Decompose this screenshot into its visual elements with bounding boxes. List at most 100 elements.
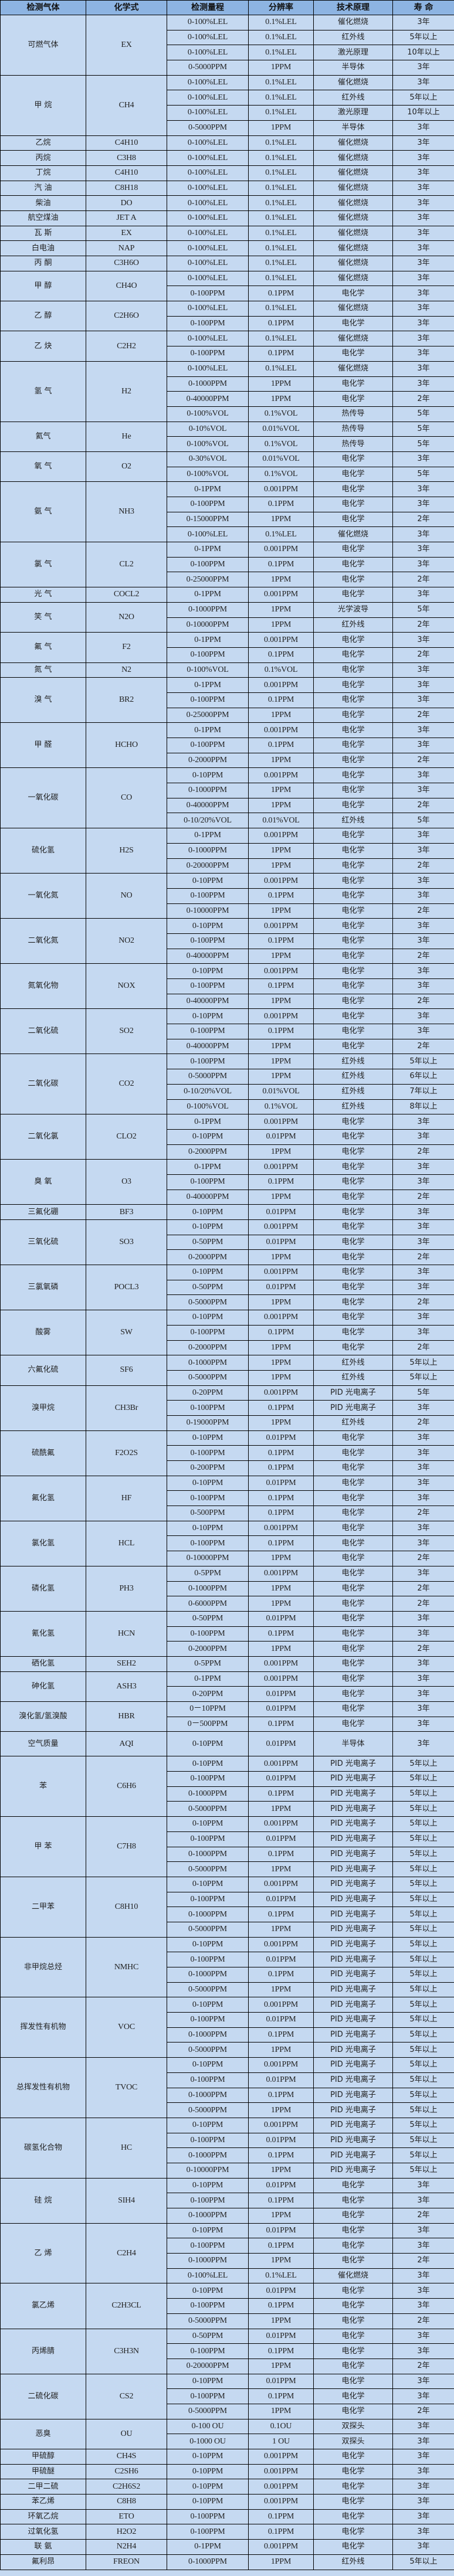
resolution-cell: 1PPM — [248, 903, 314, 919]
life-cell: 3年 — [392, 888, 454, 904]
life-cell: 3年 — [392, 542, 454, 558]
resolution-cell: 0.01PPM — [248, 1610, 314, 1627]
principle-cell: 热传导 — [313, 436, 393, 452]
formula-cell: NOX — [86, 963, 167, 1010]
table-row: 氯 气 CL2 0-1PPM 0.001PPM 电化学 3年 — [0, 542, 454, 588]
range-cell: 0-10PPM — [167, 1936, 249, 1953]
table-row: 0-100PPM 0.01PPM PID 光电离子 5年以上 — [1, 1891, 454, 1908]
life-cell: 3年 — [392, 15, 454, 30]
gas-name-cell: 乙 烯 — [0, 2222, 86, 2284]
range-cell: 0-40000PPM — [167, 1038, 249, 1055]
resolution-cell: 1PPM — [248, 376, 314, 392]
gas-name-cell: 氧 气 — [0, 451, 86, 482]
gas-name-cell: 三氯氧磷 — [0, 1265, 86, 1311]
resolution-cell: 0.1PPM — [248, 2509, 314, 2525]
resolution-cell: 0.1%LEL — [248, 526, 314, 543]
principle-cell: 电化学 — [313, 738, 393, 753]
resolution-cell: 0.1%LEL — [248, 2268, 314, 2284]
resolution-cell: 1PPM — [248, 2102, 314, 2118]
resolution-cell: 0.001PPM — [248, 963, 314, 979]
range-cell: 0-10PPM — [167, 1430, 249, 1446]
resolution-cell: 1PPM — [248, 1801, 314, 1817]
formula-cell: C4H10 — [86, 135, 167, 151]
resolution-cell: 0.001PPM — [248, 1008, 314, 1025]
life-cell: 2年 — [392, 797, 454, 814]
table-row: 0-100PPM 0.01PPM PID 光电离子 5年以上 — [1, 2132, 454, 2149]
range-cell: 0-100PPM — [167, 1535, 249, 1552]
range-cell: 0-6000PPM — [167, 1596, 249, 1612]
gas-name-cell: 汽 油 — [0, 180, 86, 196]
table-row: 氟化氢 HF 0-10PPM 0.01PPM 电化学 3年 — [0, 1475, 454, 1521]
table-row: 0-100PPM 0.1PPM PID 光电离子 3年 — [1, 1400, 454, 1416]
principle-cell: 电化学 — [313, 993, 393, 1010]
gas-name-cell: 三氧化硫 — [0, 1219, 86, 1266]
range-cell: 0-19000PPM — [167, 1415, 249, 1431]
gas-name-cell: 氟利昂 — [0, 2554, 86, 2570]
life-cell: 5年以上 — [392, 1369, 454, 1386]
resolution-cell: 0.1PPM — [248, 2388, 314, 2404]
resolution-cell: 1PPM — [248, 1144, 314, 1160]
table-row: 可燃气体 EX 0-100%LEL 0.1%LEL 催化燃烧 3年 — [0, 15, 454, 76]
resolution-cell: 0.01PPM — [248, 1831, 314, 1847]
range-cell: 0-10PPM — [167, 1731, 249, 1757]
life-cell: 3年 — [392, 135, 454, 151]
life-cell: 2年 — [392, 707, 454, 723]
formula-cell: NMHC — [86, 1936, 167, 1998]
table-row: 0-100%LEL 0.1%LEL 红外线 5年以上 — [1, 90, 454, 106]
range-cell: 0-10PPM — [167, 2283, 249, 2299]
life-cell: 3年 — [392, 1626, 454, 1642]
life-cell: 5年 — [392, 601, 454, 618]
gas-name-cell: 氨 气 — [0, 481, 86, 543]
life-cell: 2年 — [392, 1641, 454, 1657]
principle-cell: 电化学 — [313, 1279, 393, 1296]
formula-cell: SW — [86, 1310, 167, 1356]
formula-cell: N2 — [86, 662, 167, 678]
header-gas: 检测气体 — [0, 0, 86, 15]
gas-name-cell: 氮氧化物 — [0, 963, 86, 1010]
gas-name-cell: 联 氨 — [0, 2539, 86, 2555]
gas-name-cell: 非甲烷总烃 — [0, 1936, 86, 1998]
table-row: 0-100PPM 0.1PPM 电化学 3年 — [1, 556, 454, 573]
gas-name-cell: 可燃气体 — [0, 15, 86, 76]
table-row: 过氧化氢 H2O2 0-100PPM 0.1PPM 电化学 3年 — [0, 2524, 454, 2540]
gas-name-cell: 二甲苯 — [0, 1876, 86, 1938]
range-cell: 0-100%LEL — [167, 180, 249, 196]
life-cell: 3年 — [392, 587, 454, 603]
life-cell: 5年以上 — [392, 1053, 454, 1070]
table-row: 0-40000PPM 1PPM 电化学 2年 — [1, 797, 454, 814]
formula-cell: BF3 — [86, 1204, 167, 1220]
table-row: 0-19000PPM 1PPM 红外线 2年 — [1, 1415, 454, 1431]
formula-cell: HCHO — [86, 722, 167, 769]
life-cell: 3年 — [392, 1008, 454, 1025]
table-row: 氟利昂 FREON 0-1000PPM 1PPM 红外线 5年以上 — [0, 2554, 454, 2570]
table-row: 六氟化硫 SF6 0-1000PPM 1PPM 红外线 5年以上 — [0, 1355, 454, 1386]
principle-cell: 催化燃烧 — [313, 150, 393, 166]
gas-name-cell: 空气质量 — [0, 1731, 86, 1757]
resolution-cell: 1PPM — [248, 2042, 314, 2058]
life-cell: 2年 — [392, 617, 454, 633]
formula-cell: C3H6O — [86, 256, 167, 271]
principle-cell: PID 光电离子 — [313, 2027, 393, 2043]
principle-cell: 电化学 — [313, 1234, 393, 1250]
life-cell: 2年 — [392, 1551, 454, 1566]
formula-cell: SIH4 — [86, 2177, 167, 2224]
table-row: 丁烷 C4H10 0-100%LEL 0.1%LEL 催化燃烧 3年 — [0, 165, 454, 181]
life-cell: 2年 — [392, 1415, 454, 1431]
life-cell: 3年 — [392, 738, 454, 753]
resolution-cell: 0.1PPM — [248, 1324, 314, 1341]
range-cell: 0-100%LEL — [167, 301, 249, 317]
life-cell: 3年 — [392, 2222, 454, 2239]
gas-name-cell: 挥发性有机物 — [0, 1997, 86, 2058]
formula-cell: C2H2 — [86, 331, 167, 362]
resolution-cell: 1PPM — [248, 783, 314, 798]
formula-cell: ASH3 — [86, 1671, 167, 1702]
life-cell: 5年以上 — [392, 1816, 454, 1832]
table-row: 氢 气 H2 0-100%LEL 0.1%LEL 催化燃烧 3年 — [0, 361, 454, 422]
table-row: 恶臭 OU 0-100 OU 0.1OU 双探头 3年 — [0, 2418, 454, 2450]
resolution-cell: 0.1PPM — [248, 2298, 314, 2314]
life-cell: 3年 — [392, 2524, 454, 2540]
gas-name-cell: 二甲二硫 — [0, 2479, 86, 2495]
range-cell: 0-100%LEL — [167, 135, 249, 151]
table-row: 0-5000PPM 1PPM 半导体 3年 — [1, 60, 454, 76]
range-cell: 0-100PPM — [167, 315, 249, 332]
